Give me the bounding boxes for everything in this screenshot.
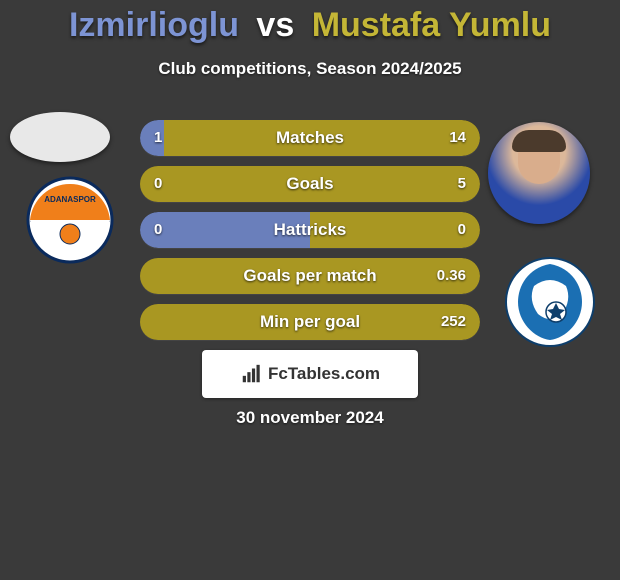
player1-club-crest: ADANASPOR [20,176,120,264]
subtitle: Club competitions, Season 2024/2025 [0,59,620,79]
stat-bar-value-left: 1 [154,120,162,156]
stat-bar-row: Hattricks0 0 [140,212,480,248]
stat-bar-value-right: 0 [458,212,466,248]
stat-bar-value-right: 5 [458,166,466,202]
stat-bar-label: Matches [140,120,480,156]
watermark: FcTables.com [202,350,418,398]
stat-bar-value-left: 0 [154,166,162,202]
stat-bar-label: Hattricks [140,212,480,248]
title-player2: Mustafa Yumlu [312,6,551,44]
stat-bar-label: Goals [140,166,480,202]
stat-bar-label: Min per goal [140,304,480,340]
crest-text: ADANASPOR [44,195,96,204]
player2-club-crest [500,256,600,348]
stat-bar-row: Min per goal252 [140,304,480,340]
comparison-card: Izmirlioglu vs Mustafa Yumlu Club compet… [0,0,620,580]
stat-bar-row: Goals0 5 [140,166,480,202]
stat-bar-row: Goals per match0.36 [140,258,480,294]
bar-chart-icon [240,363,262,385]
player2-avatar [488,122,590,224]
stat-bar-value-left: 0 [154,212,162,248]
stat-bar-value-right: 0.36 [437,258,466,294]
page-title: Izmirlioglu vs Mustafa Yumlu [0,0,620,45]
date: 30 november 2024 [0,408,620,428]
title-player1: Izmirlioglu [69,6,239,44]
title-vs: vs [256,6,294,44]
stat-bar-label: Goals per match [140,258,480,294]
stat-bar-value-right: 252 [441,304,466,340]
stat-bars: Matches114Goals05Hattricks00Goals per ma… [140,120,480,350]
stat-bar-value-right: 14 [449,120,466,156]
stat-bar-row: Matches1 14 [140,120,480,156]
player1-avatar [10,112,110,162]
watermark-text: FcTables.com [268,364,380,384]
